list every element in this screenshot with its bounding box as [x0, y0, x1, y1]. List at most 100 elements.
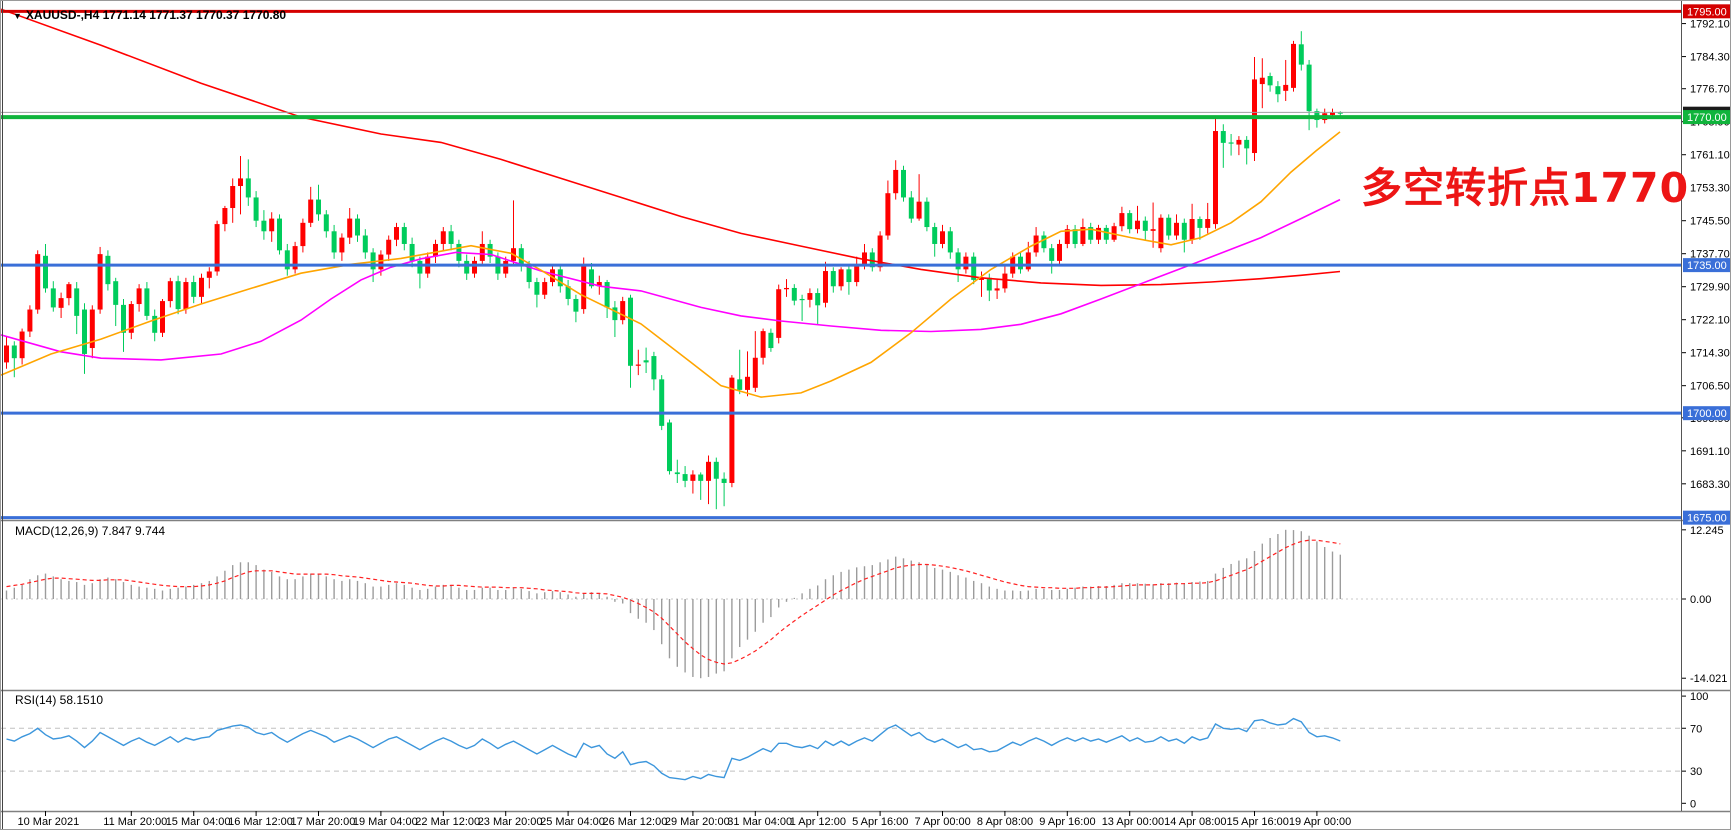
price-highlight-box — [1683, 406, 1730, 421]
candle-body — [230, 186, 236, 209]
candle-body — [706, 461, 711, 481]
macd-indicator-label: MACD(12,26,9) 7.847 9.744 — [15, 524, 166, 538]
ma-slow-red-line — [1, 8, 1341, 287]
candle-body — [651, 356, 657, 380]
candle-body — [1220, 131, 1226, 143]
candle-body — [292, 246, 298, 270]
price-tick-label: 1753.30 — [1690, 183, 1730, 195]
candle-body — [152, 315, 158, 333]
candle-body — [1174, 222, 1179, 236]
candle-body — [643, 360, 649, 363]
candle-body — [11, 345, 17, 359]
candle-body — [214, 224, 220, 272]
candle-body — [362, 235, 368, 253]
candle-body — [635, 364, 641, 366]
time-axis-label: 23 Mar 20:00 — [478, 816, 543, 828]
candle-body — [830, 271, 836, 287]
candle-body — [378, 254, 384, 270]
candle-body — [932, 227, 938, 244]
time-axis-label: 1 Apr 12:00 — [790, 816, 846, 828]
candle-body — [963, 256, 969, 270]
candle-body — [1064, 229, 1070, 244]
candle-body — [4, 345, 9, 363]
time-axis-label: 22 Mar 12:00 — [415, 816, 480, 828]
ma-fast-orange-line — [1, 131, 1341, 398]
candle-body — [721, 478, 727, 483]
candle-body — [50, 288, 56, 308]
candle-body — [1111, 226, 1117, 240]
candle-body — [854, 265, 860, 283]
time-axis-label: 15 Apr 16:00 — [1227, 816, 1289, 828]
candle-body — [1002, 273, 1008, 289]
time-axis-label: 10 Mar 2021 — [18, 816, 80, 828]
rsi-scale-label: 30 — [1690, 766, 1702, 778]
candle-body — [924, 201, 930, 228]
candle-body — [565, 286, 571, 299]
candle-body — [1119, 213, 1125, 227]
candle-body — [347, 218, 353, 238]
candle-body — [823, 271, 828, 303]
candle-body — [464, 260, 470, 274]
candle-body — [1298, 44, 1304, 65]
candle-body — [1267, 76, 1273, 86]
candle-body — [901, 169, 906, 198]
candle-body — [440, 231, 446, 244]
candle-body — [97, 254, 103, 310]
candle-body — [1049, 248, 1055, 261]
candle-body — [19, 331, 25, 359]
ma-mid-magenta-line — [1, 198, 1341, 361]
candle-body — [690, 474, 696, 481]
candle-body — [1088, 227, 1094, 240]
symbol-dropdown-icon[interactable]: ▼ — [13, 11, 22, 21]
candle-body — [589, 269, 594, 287]
candle-body — [448, 231, 454, 244]
time-axis-label: 29 Mar 20:00 — [665, 816, 730, 828]
candle-body — [472, 260, 477, 274]
candle-body — [955, 252, 961, 270]
time-axis-label: 16 Mar 12:00 — [228, 816, 293, 828]
rsi-scale-label: 100 — [1690, 691, 1708, 703]
time-axis-label: 31 Mar 04:00 — [727, 816, 792, 828]
candle-body — [479, 243, 485, 261]
candle-body — [1080, 227, 1086, 244]
candle-body — [1197, 219, 1203, 228]
candle-body — [659, 379, 665, 426]
candle-body — [136, 288, 142, 305]
candle-body — [752, 357, 758, 388]
price-tick-label: 1706.50 — [1690, 381, 1730, 393]
price-highlight-label: 1675.00 — [1687, 513, 1727, 525]
candle-body — [206, 271, 212, 278]
candle-body — [89, 309, 95, 349]
macd-scale-label: 12.245 — [1690, 525, 1724, 537]
time-axis-label: 11 Mar 20:00 — [103, 816, 167, 828]
candle-body — [253, 197, 259, 221]
candle-body — [1150, 229, 1156, 231]
price-tick-label: 1784.30 — [1690, 52, 1730, 64]
price-highlight-box — [1683, 4, 1730, 19]
candle-body — [838, 269, 844, 287]
candle-body — [300, 222, 306, 247]
candle-body — [768, 332, 774, 349]
candle-body — [1158, 217, 1164, 249]
candle-body — [323, 214, 329, 232]
candle-body — [261, 220, 267, 232]
candle-body — [316, 199, 321, 215]
chart-title: ▼ XAUUSD-,H4 1771.14 1771.37 1770.37 1770… — [13, 8, 286, 22]
candle-body — [745, 376, 750, 390]
candle-body — [339, 237, 345, 253]
candle-body — [698, 474, 704, 481]
candle-body — [35, 254, 41, 310]
price-highlight-label: 1770.00 — [1687, 112, 1727, 124]
candle-body — [713, 461, 719, 479]
macd-scale-label: -14.021 — [1690, 673, 1727, 685]
candle-body — [542, 282, 548, 295]
candle-body — [1057, 243, 1062, 261]
candle-body — [128, 304, 134, 333]
time-axis-label: 5 Apr 16:00 — [852, 816, 908, 828]
candle-body — [573, 298, 579, 312]
price-highlight-label: 1700.00 — [1687, 408, 1727, 420]
candle-body — [1244, 139, 1250, 149]
candle-body — [66, 284, 72, 299]
